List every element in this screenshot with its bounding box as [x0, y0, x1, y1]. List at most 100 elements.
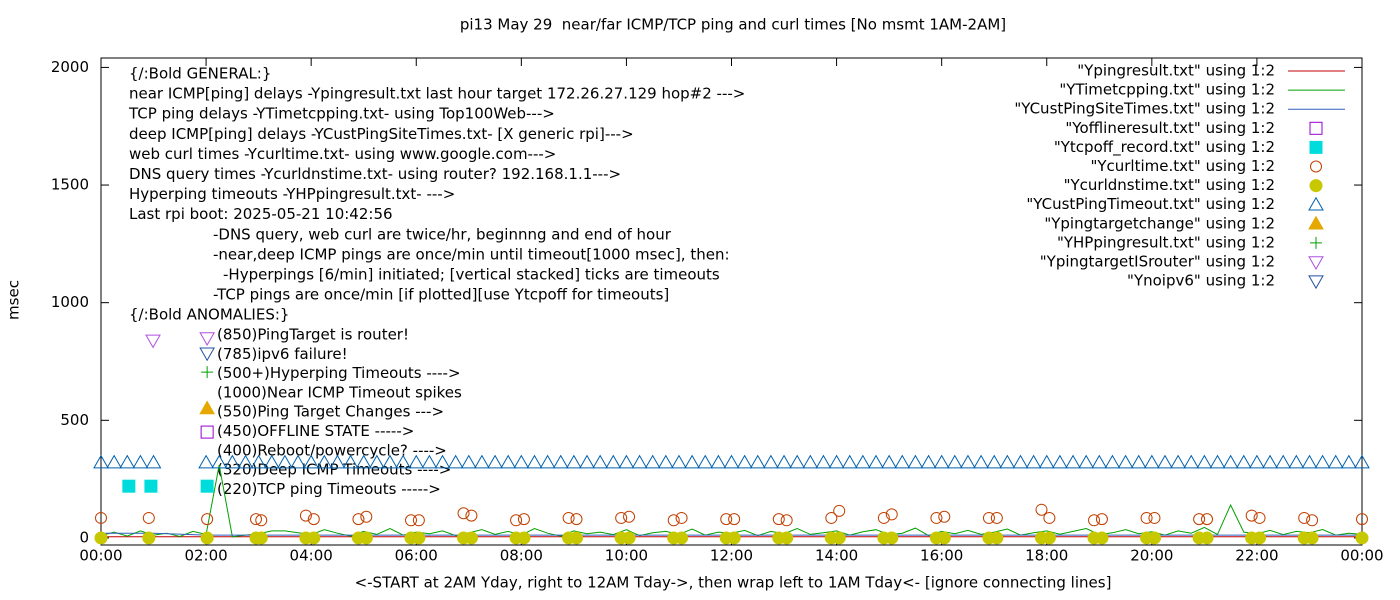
data-point [615, 511, 628, 524]
data-point [142, 531, 156, 545]
data-point [539, 454, 556, 469]
x-tick-label: 20:00 [1130, 547, 1173, 565]
data-point [868, 454, 884, 469]
data-point [631, 454, 648, 469]
data-point [667, 514, 680, 527]
data-point [132, 454, 149, 469]
data-point [1104, 454, 1121, 469]
annotation: (220)TCP ping Timeouts -----> [217, 480, 441, 498]
data-point [199, 400, 215, 415]
data-point [526, 454, 543, 469]
data-point [1025, 454, 1042, 469]
annotation: (785)ipv6 failure! [217, 345, 348, 363]
data-point [552, 454, 569, 469]
legend-swatch [1308, 275, 1324, 290]
data-point [1117, 454, 1134, 469]
data-point [697, 454, 714, 469]
chart-title: pi13 May 29 near/far ICMP/TCP ping and c… [460, 16, 1006, 34]
data-point [728, 513, 741, 526]
data-point [255, 514, 268, 527]
annotation: -DNS query, web curl are twice/hr, begin… [213, 225, 672, 243]
data-point [299, 509, 312, 522]
annotation: deep ICMP[ping] delays -YCustPingSiteTim… [129, 125, 634, 143]
x-tick-label: 22:00 [1235, 547, 1278, 565]
data-point [982, 511, 995, 524]
data-point [1147, 531, 1161, 545]
data-point [464, 531, 478, 545]
data-point [1262, 454, 1278, 469]
data-point [106, 454, 122, 469]
data-point [1088, 514, 1101, 527]
data-point [352, 513, 365, 526]
data-point [1245, 509, 1258, 522]
data-point [307, 531, 321, 545]
data-point [825, 511, 838, 524]
data-point [789, 454, 806, 469]
annotation: web curl times -Ycurltime.txt- using www… [129, 145, 556, 163]
data-point [1275, 454, 1292, 469]
data-point [832, 531, 846, 545]
data-point [408, 454, 425, 469]
y-tick-label: 1500 [51, 176, 89, 194]
data-point [1327, 454, 1344, 469]
data-point [1340, 454, 1357, 469]
data-point [263, 454, 280, 469]
data-point [907, 454, 924, 469]
annotation: (450)OFFLINE STATE -----> [217, 422, 414, 440]
data-point [290, 454, 306, 469]
data-point [618, 454, 635, 469]
data-point [513, 454, 530, 469]
data-point [382, 454, 398, 469]
data-point [329, 454, 346, 469]
data-point [592, 454, 609, 469]
data-point [1148, 511, 1161, 524]
y-tick-label: 0 [79, 528, 89, 546]
data-point [368, 454, 385, 469]
data-point [854, 454, 871, 469]
data-point [307, 513, 320, 526]
data-point [200, 479, 214, 493]
data-point [1288, 454, 1305, 469]
data-point [404, 514, 417, 527]
data-point [198, 454, 214, 469]
data-point [395, 454, 411, 469]
data-point [342, 454, 359, 469]
annotation: {/:Bold ANOMALIES:} [129, 306, 289, 324]
data-point [1130, 454, 1147, 469]
data-point [1065, 454, 1081, 469]
data-point [570, 531, 584, 545]
data-point [303, 454, 320, 469]
annotation: near ICMP[ping] delays -Ypingresult.txt … [129, 85, 745, 103]
data-point [828, 454, 845, 469]
data-point [355, 454, 372, 469]
x-tick-label: 02:00 [184, 547, 227, 565]
y-tick-label: 1000 [51, 293, 89, 311]
data-point [675, 531, 689, 545]
data-point [447, 454, 464, 469]
legend-label: "Yofflineresult.txt" using 1:2 [1065, 119, 1275, 137]
data-point [1306, 514, 1319, 527]
legend-swatch [1308, 256, 1324, 271]
legend-swatch [1310, 236, 1322, 249]
x-tick-label: 06:00 [395, 547, 438, 565]
data-point [986, 454, 1003, 469]
legend-label: "YCustPingSiteTimes.txt" using 1:2 [1014, 100, 1275, 118]
x-tick-label: 12:00 [710, 547, 753, 565]
annotation: -Hyperpings [6/min] initiated; [vertical… [223, 266, 720, 284]
data-point [199, 332, 215, 346]
x-tick-label: 10:00 [605, 547, 648, 565]
data-point [749, 454, 766, 469]
data-point [200, 425, 214, 439]
data-point [885, 531, 899, 545]
data-point [517, 513, 530, 526]
data-point [579, 454, 595, 469]
data-point [780, 531, 794, 545]
data-point [622, 531, 636, 545]
data-point [360, 510, 373, 523]
data-point [671, 454, 687, 469]
data-point [675, 511, 688, 524]
data-point [474, 454, 490, 469]
data-point [200, 531, 214, 545]
legend-label: "Ycurldnstime.txt" using 1:2 [1064, 176, 1275, 194]
data-point [487, 454, 503, 469]
